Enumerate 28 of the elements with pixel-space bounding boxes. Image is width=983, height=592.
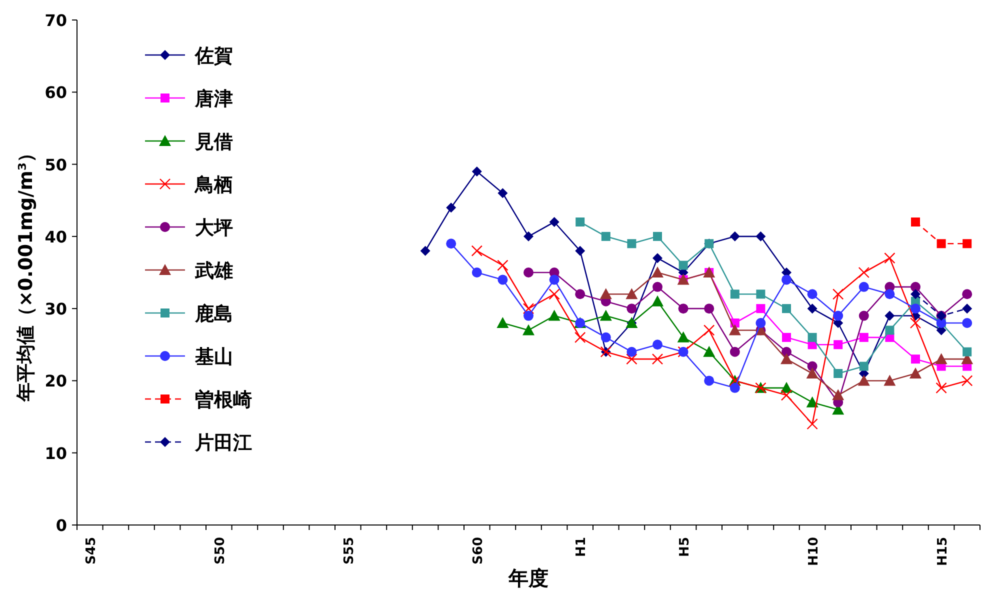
x-tick-label: S60: [470, 537, 486, 564]
x-tick-label: H5: [677, 537, 692, 557]
y-tick-label: 20: [44, 372, 67, 391]
legend-label: 大坪: [195, 217, 233, 239]
x-tick-label: S55: [342, 537, 357, 564]
y-tick-label: 40: [44, 227, 67, 246]
x-tick-label: H10: [806, 537, 822, 566]
x-axis-title: 年度: [508, 566, 548, 590]
legend-label: 鳥栖: [194, 174, 233, 196]
y-tick-label: 70: [44, 11, 67, 30]
y-axis-title: 年平均値（×0.001mg/m³）: [15, 143, 37, 403]
legend-label: 武雄: [194, 260, 233, 282]
legend-label: 曽根崎: [195, 389, 252, 411]
y-tick-label: 60: [44, 83, 67, 102]
legend-label: 片田江: [194, 432, 252, 454]
x-tick-label: S45: [84, 537, 99, 564]
y-tick-label: 0: [56, 516, 67, 535]
legend-label: 鹿島: [194, 303, 233, 325]
legend-label: 唐津: [194, 88, 233, 110]
y-tick-label: 50: [44, 155, 67, 174]
y-tick-label: 30: [44, 300, 67, 319]
legend-label: 佐賀: [194, 45, 233, 67]
x-tick-label: S50: [212, 537, 228, 564]
x-tick-label: H15: [935, 537, 950, 566]
legend-label: 基山: [194, 346, 233, 368]
y-tick-label: 10: [44, 444, 67, 463]
x-tick-label: H1: [574, 537, 590, 557]
legend-label: 見借: [194, 131, 233, 153]
